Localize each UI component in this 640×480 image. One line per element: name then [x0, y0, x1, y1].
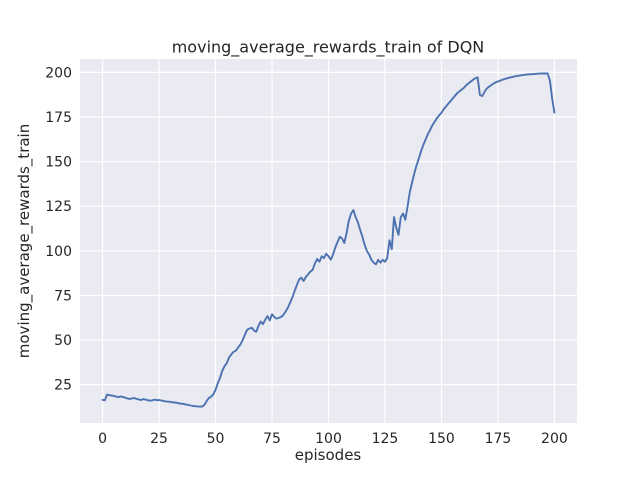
y-tick-label: 125: [45, 199, 72, 215]
x-tick-label: 25: [150, 431, 168, 447]
x-tick-label: 150: [428, 431, 455, 447]
x-tick-label: 100: [315, 431, 342, 447]
dqn-rewards-line: [101, 72, 556, 408]
y-tick-label: 150: [45, 155, 72, 171]
x-tick-label: 75: [263, 431, 281, 447]
chart-title: moving_average_rewards_train of DQN: [171, 37, 485, 57]
x-axis-label: episodes: [294, 446, 362, 464]
y-tick-label: 100: [45, 244, 72, 260]
y-tick-label: 75: [54, 288, 72, 304]
grid-lines: [80, 59, 577, 423]
x-tick-label: 50: [207, 431, 225, 447]
tick-labels: 0 25 50 75 100 125 150 175 200 25 50 75 100 125 150 175…: [45, 65, 568, 447]
x-tick-label: 175: [485, 431, 512, 447]
y-tick-label: 25: [54, 378, 72, 394]
y-axis-label: moving_average_rewards_train: [15, 123, 33, 359]
y-tick-label: 50: [54, 333, 72, 349]
x-tick-label: 0: [98, 431, 107, 447]
x-tick-label: 200: [541, 431, 568, 447]
x-tick-label: 125: [372, 431, 399, 447]
y-tick-label: 200: [45, 65, 72, 81]
y-tick-label: 175: [45, 110, 72, 126]
